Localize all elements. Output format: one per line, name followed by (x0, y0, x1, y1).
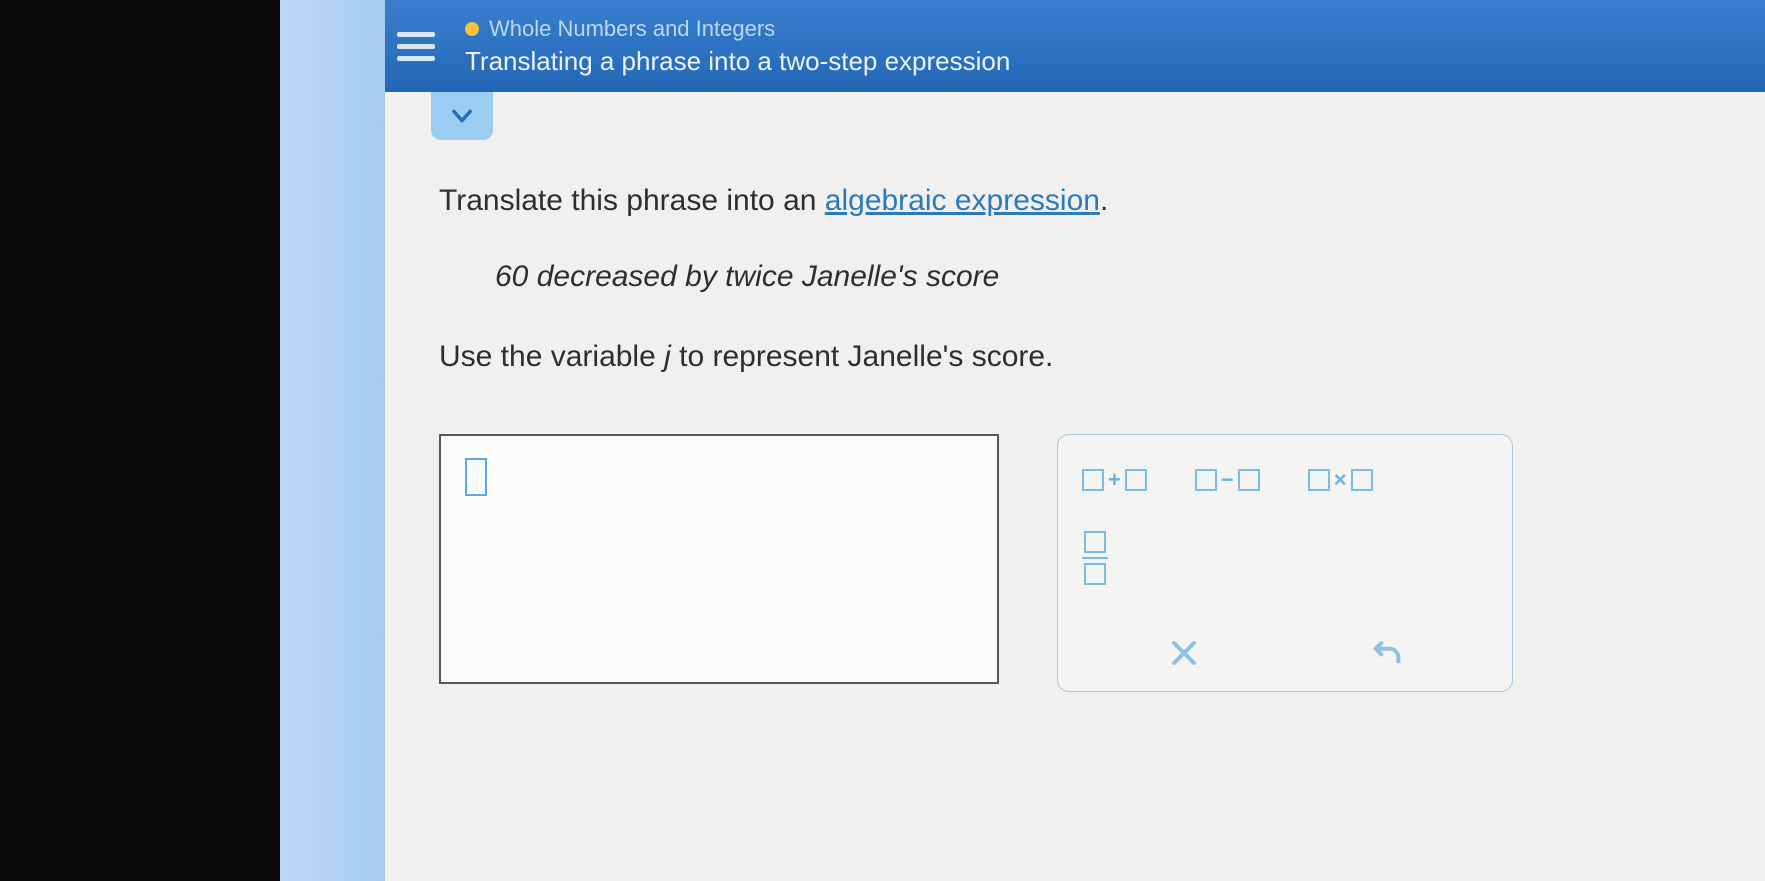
instruction-suffix: to represent Janelle's score. (671, 340, 1054, 373)
expand-tab-button[interactable] (431, 92, 493, 140)
placeholder-box-icon (1082, 469, 1104, 491)
work-row: + − × (439, 434, 1711, 692)
header-bar: Whole Numbers and Integers Translating a… (385, 0, 1765, 92)
category-label: Whole Numbers and Integers (489, 16, 775, 42)
undo-icon (1370, 636, 1404, 670)
prompt-prefix: Translate this phrase into an (439, 184, 825, 217)
prompt-suffix: . (1100, 184, 1108, 217)
instruction-line: Use the variable j to represent Janelle'… (439, 340, 1711, 374)
placeholder-box-icon (1195, 469, 1217, 491)
question-content: Translate this phrase into an algebraic … (385, 140, 1765, 881)
topic-title: Translating a phrase into a two-step exp… (465, 46, 1010, 77)
subtract-button[interactable]: − (1195, 457, 1260, 503)
fraction-button[interactable] (1082, 535, 1108, 581)
chevron-down-icon (448, 102, 476, 130)
phrase-text: 60 decreased by twice Janelle's score (439, 260, 1711, 294)
instruction-prefix: Use the variable (439, 340, 664, 373)
placeholder-box-icon (1308, 469, 1330, 491)
instruction-variable: j (664, 340, 671, 373)
header-titles: Whole Numbers and Integers Translating a… (465, 16, 1010, 77)
answer-cursor-placeholder (465, 458, 487, 496)
algebraic-expression-link[interactable]: algebraic expression (825, 184, 1100, 217)
status-dot-icon (465, 22, 479, 36)
operator-symbol: × (1334, 467, 1347, 493)
operator-keypad: + − × (1057, 434, 1513, 692)
prompt-line: Translate this phrase into an algebraic … (439, 184, 1711, 218)
offscreen-dark-region (0, 0, 280, 881)
placeholder-box-icon (1351, 469, 1373, 491)
clear-button[interactable] (1154, 629, 1214, 677)
placeholder-box-icon (1084, 531, 1106, 553)
x-icon (1167, 636, 1201, 670)
placeholder-box-icon (1125, 469, 1147, 491)
undo-button[interactable] (1357, 629, 1417, 677)
add-button[interactable]: + (1082, 457, 1147, 503)
menu-icon[interactable] (397, 23, 443, 69)
main-panel: Whole Numbers and Integers Translating a… (385, 0, 1765, 881)
left-sidebar-strip (280, 0, 385, 881)
operator-symbol: + (1108, 467, 1121, 493)
answer-input[interactable] (439, 434, 999, 684)
operator-symbol: − (1221, 467, 1234, 493)
placeholder-box-icon (1238, 469, 1260, 491)
placeholder-box-icon (1084, 563, 1106, 585)
multiply-button[interactable]: × (1308, 457, 1373, 503)
